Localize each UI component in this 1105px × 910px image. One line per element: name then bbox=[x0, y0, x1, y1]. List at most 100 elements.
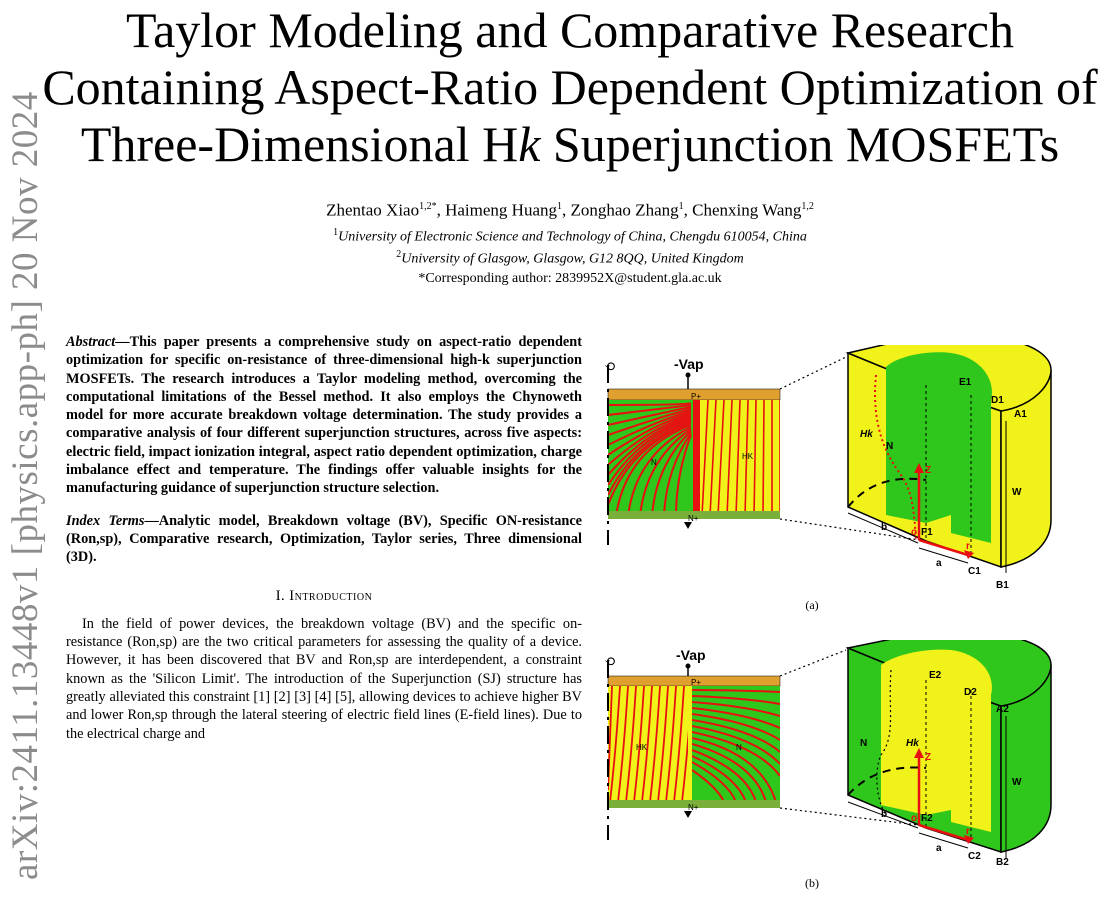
label-hk-3d-b: Hk bbox=[906, 738, 919, 749]
title-line-3b: Superjunction MOSFETs bbox=[540, 116, 1060, 172]
label-a-dim-a: a bbox=[936, 558, 942, 569]
label-w-b: W bbox=[1012, 777, 1022, 788]
label-b2: B2 bbox=[996, 857, 1009, 868]
affiliation-2-sup: 2 bbox=[396, 249, 402, 260]
label-a2: A2 bbox=[996, 704, 1009, 715]
author-3-sup: 1 bbox=[678, 201, 684, 212]
affiliation-1-text: University of Electronic Science and Tec… bbox=[338, 229, 807, 245]
hk-field-lines-a bbox=[701, 400, 780, 516]
hk-label-2d-b: HK bbox=[636, 743, 648, 752]
label-b-a: b bbox=[881, 522, 887, 533]
author-3: Zonghao Zhang bbox=[570, 200, 679, 220]
r-axis-a bbox=[918, 538, 969, 557]
rotate-icon: ⟲ bbox=[604, 360, 616, 375]
caption-a: (a) bbox=[805, 598, 819, 612]
label-d2: D2 bbox=[964, 687, 977, 698]
vap-label-a: -Vap bbox=[674, 356, 704, 372]
n-plus-label-a: N+ bbox=[688, 514, 699, 523]
caption-b: (b) bbox=[805, 876, 819, 890]
label-n-3d-a: N bbox=[886, 441, 893, 452]
b-dim-a bbox=[847, 512, 919, 544]
abstract-text: —This paper presents a comprehensive stu… bbox=[66, 334, 582, 497]
label-d1: D1 bbox=[991, 395, 1004, 406]
label-e2: E2 bbox=[929, 670, 942, 681]
label-f1: F1 bbox=[921, 527, 933, 538]
label-b-b: b bbox=[881, 809, 887, 820]
zoom-line-top-a bbox=[779, 356, 847, 390]
depletion-boundary-b bbox=[876, 669, 892, 816]
ground-arrow-a bbox=[684, 522, 692, 529]
label-a1: A1 bbox=[1014, 409, 1027, 420]
n-label-2d-a: N bbox=[651, 458, 657, 467]
r-axis-b bbox=[918, 823, 969, 842]
index-terms: Index Terms—Analytic model, Breakdown vo… bbox=[66, 512, 582, 567]
title-line-1: Taylor Modeling and Comparative Research bbox=[126, 2, 1014, 58]
hk-field-lines-b bbox=[608, 686, 688, 802]
title-line-3: Three-Dimensional Hk Superjunction MOSFE… bbox=[40, 116, 1100, 173]
label-w-a: W bbox=[1012, 487, 1022, 498]
n-plus-label-b: N+ bbox=[688, 803, 699, 812]
index-terms-text: —Analytic model, Breakdown voltage (BV),… bbox=[66, 512, 583, 566]
label-z-b: Z bbox=[925, 752, 931, 763]
author-1-sup: 1,2* bbox=[419, 201, 437, 212]
n-pillar-a bbox=[886, 352, 951, 523]
label-hk-3d-a: Hk bbox=[860, 429, 873, 440]
paper-title: Taylor Modeling and Comparative Research… bbox=[40, 2, 1100, 173]
label-o-a: o bbox=[911, 527, 917, 538]
ground-arrow-b bbox=[684, 811, 692, 818]
label-n-3d-b: N bbox=[860, 738, 867, 749]
authors: Zhentao Xiao1,2*, Haimeng Huang1, Zongha… bbox=[326, 200, 814, 220]
affiliation-1-sup: 1 bbox=[333, 227, 339, 238]
affiliation-2-text: University of Glasgow, Glasgow, G12 8QQ,… bbox=[401, 251, 744, 267]
label-c2: C2 bbox=[968, 851, 981, 862]
vap-label-b: -Vap bbox=[676, 647, 706, 663]
title-line-2: Containing Aspect-Ratio Dependent Optimi… bbox=[42, 59, 1098, 115]
section-heading: I. Introduction bbox=[275, 587, 373, 604]
label-e1: E1 bbox=[959, 377, 972, 388]
figure-a: ⟲ -Vap P+ N HK N+ E1 D1 A1 Hk bbox=[604, 345, 1052, 591]
depletion-boundary-a bbox=[874, 374, 917, 542]
b-dim-b bbox=[847, 801, 919, 829]
title-line-3a: Three-Dimensional H bbox=[80, 116, 519, 172]
title-line-3-k: k bbox=[518, 116, 541, 172]
p-plus-label-b: P+ bbox=[691, 678, 701, 687]
n-field-lines-b bbox=[692, 689, 780, 802]
n-field-lines-a bbox=[608, 402, 692, 516]
label-z-a: Z bbox=[925, 465, 931, 476]
abstract-label: Abstract bbox=[66, 334, 116, 350]
n-plus-layer-a bbox=[608, 511, 780, 519]
label-c1: C1 bbox=[968, 566, 981, 577]
label-r-a: r bbox=[966, 541, 970, 552]
r-arrow-b bbox=[964, 835, 974, 844]
author-4: Chenxing Wang bbox=[692, 200, 802, 220]
n-label-2d-b: N bbox=[736, 743, 742, 752]
z-arrow-b bbox=[914, 748, 924, 758]
bottom-dash-b bbox=[847, 766, 927, 796]
author-2: Haimeng Huang bbox=[445, 200, 557, 220]
a-dim-b bbox=[918, 832, 969, 849]
a-dim-a bbox=[918, 547, 969, 564]
n-plus-layer-b bbox=[608, 800, 780, 808]
corresponding-author: *Corresponding author: 2839952X@student.… bbox=[418, 271, 722, 286]
author-1: Zhentao Xiao bbox=[326, 200, 420, 220]
label-o-b: o bbox=[911, 813, 917, 824]
hk-label-2d-a: HK bbox=[742, 452, 754, 461]
zoom-line-top-b bbox=[779, 649, 847, 677]
bottom-dash-a bbox=[847, 477, 927, 508]
abstract: Abstract—This paper presents a comprehen… bbox=[66, 333, 582, 498]
label-a-dim-b: a bbox=[936, 843, 942, 854]
vap-terminal-b bbox=[685, 663, 691, 669]
n-pillar-side-a bbox=[951, 353, 992, 543]
rotate-icon-b: ⟲ bbox=[604, 655, 616, 670]
vap-terminal-a bbox=[685, 372, 691, 378]
affiliation-2: 2University of Glasgow, Glasgow, G12 8QQ… bbox=[40, 246, 1100, 269]
author-2-sup: 1 bbox=[557, 201, 562, 212]
affiliation-1: 1University of Electronic Science and Te… bbox=[40, 224, 1100, 247]
hk-pillar-b bbox=[881, 649, 951, 815]
left-column: Abstract—This paper presents a comprehen… bbox=[66, 333, 582, 743]
p-plus-label-a: P+ bbox=[691, 392, 701, 401]
index-terms-label: Index Terms bbox=[66, 512, 145, 529]
author-4-sup: 1,2 bbox=[801, 201, 814, 212]
label-f2: F2 bbox=[921, 813, 933, 824]
figure-b: ⟲ -Vap P+ HK N N+ E2 D2 A2 N Hk bbox=[604, 640, 1052, 868]
